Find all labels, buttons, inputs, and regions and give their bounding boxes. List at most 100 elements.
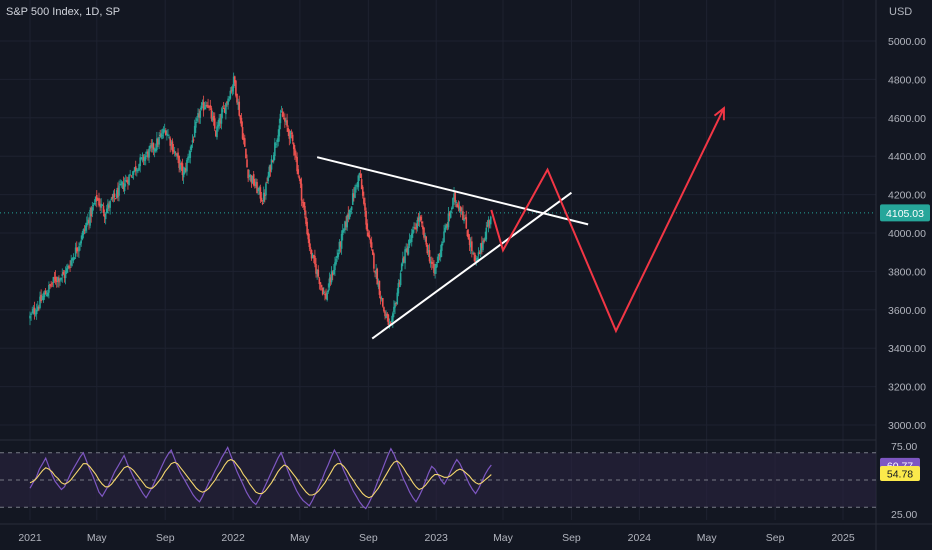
candle-body bbox=[109, 200, 111, 208]
candle-body bbox=[150, 145, 153, 147]
candle-body bbox=[205, 105, 207, 107]
candle-body bbox=[129, 174, 131, 176]
candle-body bbox=[82, 229, 85, 236]
candle-body bbox=[182, 172, 185, 178]
price-tick-label: 5000.00 bbox=[888, 36, 926, 48]
candle-body bbox=[89, 209, 91, 226]
trendline-support[interactable] bbox=[371, 191, 573, 340]
candle-body bbox=[185, 168, 187, 171]
candle-body bbox=[143, 157, 146, 161]
last-price-tag-bg bbox=[880, 204, 930, 222]
candle-body bbox=[457, 205, 460, 209]
candle-body bbox=[339, 242, 342, 247]
candle-body bbox=[373, 253, 375, 269]
candle-body bbox=[31, 311, 34, 313]
candle-body bbox=[472, 252, 474, 254]
candle-body bbox=[192, 139, 195, 141]
candle-body bbox=[173, 151, 176, 154]
candle-body bbox=[278, 125, 281, 137]
candle-body bbox=[422, 225, 424, 230]
candle-body bbox=[409, 239, 412, 242]
candle-body bbox=[462, 211, 464, 220]
candle-body bbox=[212, 115, 215, 121]
candle-body bbox=[386, 313, 389, 317]
candle-body bbox=[364, 203, 366, 211]
last-price-tag: 4105.03 bbox=[880, 204, 930, 222]
candle-body bbox=[385, 315, 387, 318]
candle-body bbox=[122, 183, 125, 189]
candle-body bbox=[356, 185, 359, 187]
price-tick-label: 4200.00 bbox=[888, 190, 926, 202]
candle-body bbox=[413, 227, 415, 229]
candle-body bbox=[221, 109, 224, 113]
candle-body bbox=[483, 239, 485, 242]
rsi-series-rsi_ma bbox=[29, 458, 492, 499]
candle-body bbox=[296, 156, 298, 172]
candle-body bbox=[229, 90, 232, 99]
candle-body bbox=[375, 270, 377, 274]
candle-body bbox=[298, 176, 301, 179]
time-axis[interactable]: 2021 May Sep 2022 May Sep 2023 May Sep 2024 May Sep… bbox=[18, 532, 855, 544]
candle-body bbox=[171, 141, 174, 152]
candle-body bbox=[438, 254, 441, 256]
candle-body bbox=[348, 209, 351, 220]
candle-body bbox=[170, 142, 173, 144]
candle-body bbox=[353, 193, 355, 197]
candle-body bbox=[42, 295, 45, 301]
candle-body bbox=[276, 139, 278, 142]
candle-body bbox=[158, 137, 160, 145]
candle-body bbox=[90, 207, 93, 217]
candle-body bbox=[119, 183, 121, 185]
projection-arrowhead bbox=[713, 106, 725, 121]
candle-body bbox=[118, 185, 120, 196]
candle-body bbox=[92, 204, 95, 206]
candle-body bbox=[449, 211, 452, 218]
rsi-series-rsi bbox=[29, 446, 492, 510]
candle-body bbox=[306, 221, 308, 235]
candle-body bbox=[354, 186, 356, 198]
candle-body bbox=[459, 206, 462, 212]
candle-body bbox=[197, 112, 199, 118]
candle-body bbox=[159, 134, 162, 136]
candle-body bbox=[230, 90, 233, 92]
trendline-resistance[interactable] bbox=[316, 156, 589, 226]
candle-body bbox=[153, 148, 156, 152]
candle-body bbox=[32, 308, 35, 314]
projection-path[interactable] bbox=[490, 107, 725, 334]
candle-body bbox=[370, 242, 373, 249]
candle-body bbox=[113, 193, 116, 198]
candle-body bbox=[199, 110, 202, 118]
candle-body bbox=[437, 253, 440, 263]
candle-body bbox=[233, 76, 236, 83]
candle-body bbox=[312, 255, 315, 258]
candle-body bbox=[471, 241, 473, 252]
candle-body bbox=[469, 242, 472, 248]
time-tick-label: May bbox=[493, 532, 514, 544]
candle-body bbox=[128, 175, 130, 186]
rsi-axis[interactable]: 25.00 75.00 bbox=[891, 441, 917, 521]
candle-body bbox=[320, 284, 323, 288]
candle-body bbox=[426, 244, 429, 254]
candle-body bbox=[436, 261, 439, 263]
candle-body bbox=[186, 159, 188, 172]
candle-body bbox=[346, 214, 348, 228]
candle-body bbox=[475, 260, 478, 262]
candle-body bbox=[374, 270, 376, 273]
candle-body bbox=[187, 156, 189, 161]
candle-body bbox=[366, 223, 369, 232]
candle-body bbox=[240, 117, 243, 127]
candle-body bbox=[257, 189, 259, 192]
candle-body bbox=[67, 265, 69, 269]
candle-body bbox=[300, 183, 303, 201]
candle-body bbox=[114, 198, 117, 200]
price-axis[interactable]: 3000.00 3200.00 3400.00 3600.00 3800.00 4000.… bbox=[888, 36, 926, 432]
candle-body bbox=[245, 148, 247, 158]
candle-body bbox=[410, 233, 413, 243]
candle-body bbox=[344, 221, 346, 231]
candle-body bbox=[163, 130, 166, 132]
candle-body bbox=[321, 287, 324, 295]
candle-body bbox=[41, 298, 44, 300]
candle-body bbox=[343, 228, 345, 231]
candle-body bbox=[412, 229, 414, 235]
